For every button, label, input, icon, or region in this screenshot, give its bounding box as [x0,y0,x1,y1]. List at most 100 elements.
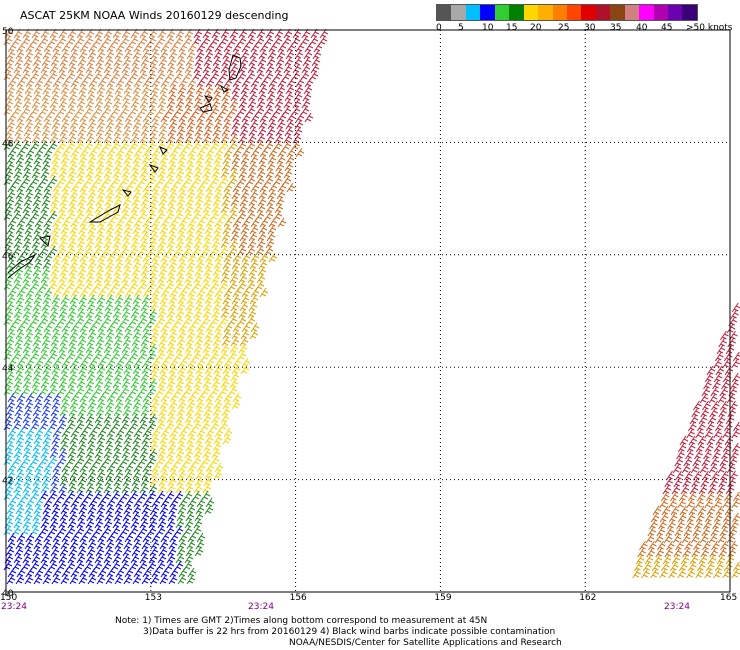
wind-barb [13,238,23,249]
wind-barb [122,371,132,382]
wind-barb [94,63,104,74]
wind-barb [249,224,259,235]
wind-barb [176,546,186,557]
wind-barb [211,448,221,459]
wind-barb [177,294,187,305]
wind-barb [25,42,35,53]
wind-barb [140,231,150,242]
wind-barb [202,413,212,424]
wind-barb [203,301,213,312]
wind-barb [94,518,104,529]
wind-barb [196,322,206,333]
wind-barb [68,371,78,382]
wind-barb [23,196,33,207]
wind-barb [187,567,197,578]
wind-barb [130,133,140,144]
wind-barb [14,406,24,417]
wind-barb [114,399,124,410]
wind-barb [150,84,160,95]
wind-barb [256,133,266,144]
wind-barb [14,231,24,242]
wind-barb [177,49,187,60]
wind-barb [86,266,96,277]
wind-barb [16,322,26,333]
wind-barb [97,427,107,438]
wind-barb [223,217,233,228]
wind-barb [150,574,160,585]
wind-barb [708,533,718,544]
wind-barb [131,91,141,102]
wind-barb [96,469,106,480]
wind-barb [121,378,131,389]
wind-barb [211,413,221,424]
wind-barb [160,322,170,333]
wind-barb [713,498,722,509]
wind-barb [5,511,15,522]
wind-barb [203,266,213,277]
wind-barb [78,294,88,305]
wind-barb [85,203,95,214]
wind-barb [33,224,43,235]
wind-barb [213,399,223,410]
wind-barb [49,413,59,424]
wind-barb [34,427,44,438]
wind-barb [25,182,35,193]
wind-barb [293,56,303,67]
wind-barb [50,441,60,452]
wind-barb [34,392,44,403]
wind-barb [121,168,131,179]
wind-barb [61,182,71,193]
wind-barb [122,231,132,242]
wind-barb [186,49,196,60]
wind-barb [186,329,196,340]
wind-barb [672,463,682,474]
wind-barb [132,399,142,410]
wind-barb [284,126,294,137]
wind-barb [177,119,187,130]
wind-barb [5,441,15,452]
wind-barb [86,336,96,347]
wind-barb [15,329,25,340]
wind-barb [14,336,24,347]
wind-barb [241,287,251,298]
wind-barb [22,98,32,109]
wind-barb [178,147,188,158]
wind-barb [302,56,312,67]
wind-barb [203,406,213,417]
wind-barb [167,266,177,277]
wind-barb [142,182,152,193]
wind-barb [204,329,214,340]
wind-barb [51,224,61,235]
wind-barb [185,441,195,452]
wind-barb [248,301,258,312]
wind-barb [139,343,149,354]
wind-barb [168,154,178,165]
wind-barb [160,532,170,543]
wind-barb [131,511,141,522]
wind-barb [49,378,59,389]
wind-barb [78,224,88,235]
wind-barb [112,483,122,494]
wind-barb [14,56,24,67]
wind-barb [169,112,179,123]
wind-barb [176,406,186,417]
wind-barb [61,357,71,368]
wind-barb [166,343,176,354]
wind-barb [202,308,212,319]
wind-barb [13,63,23,74]
wind-barb [52,42,62,53]
wind-barb [24,539,34,550]
wind-barb [131,441,141,452]
wind-barb [268,112,278,123]
wind-barb [713,428,722,439]
wind-barb [33,434,43,445]
wind-barb [106,252,116,263]
wind-barb [204,259,214,270]
wind-barb [194,161,204,172]
wind-barb [167,126,177,137]
wind-barb [41,441,51,452]
wind-barb [240,259,250,270]
wind-barb [169,532,179,543]
wind-barb [6,504,16,515]
island [228,54,242,81]
